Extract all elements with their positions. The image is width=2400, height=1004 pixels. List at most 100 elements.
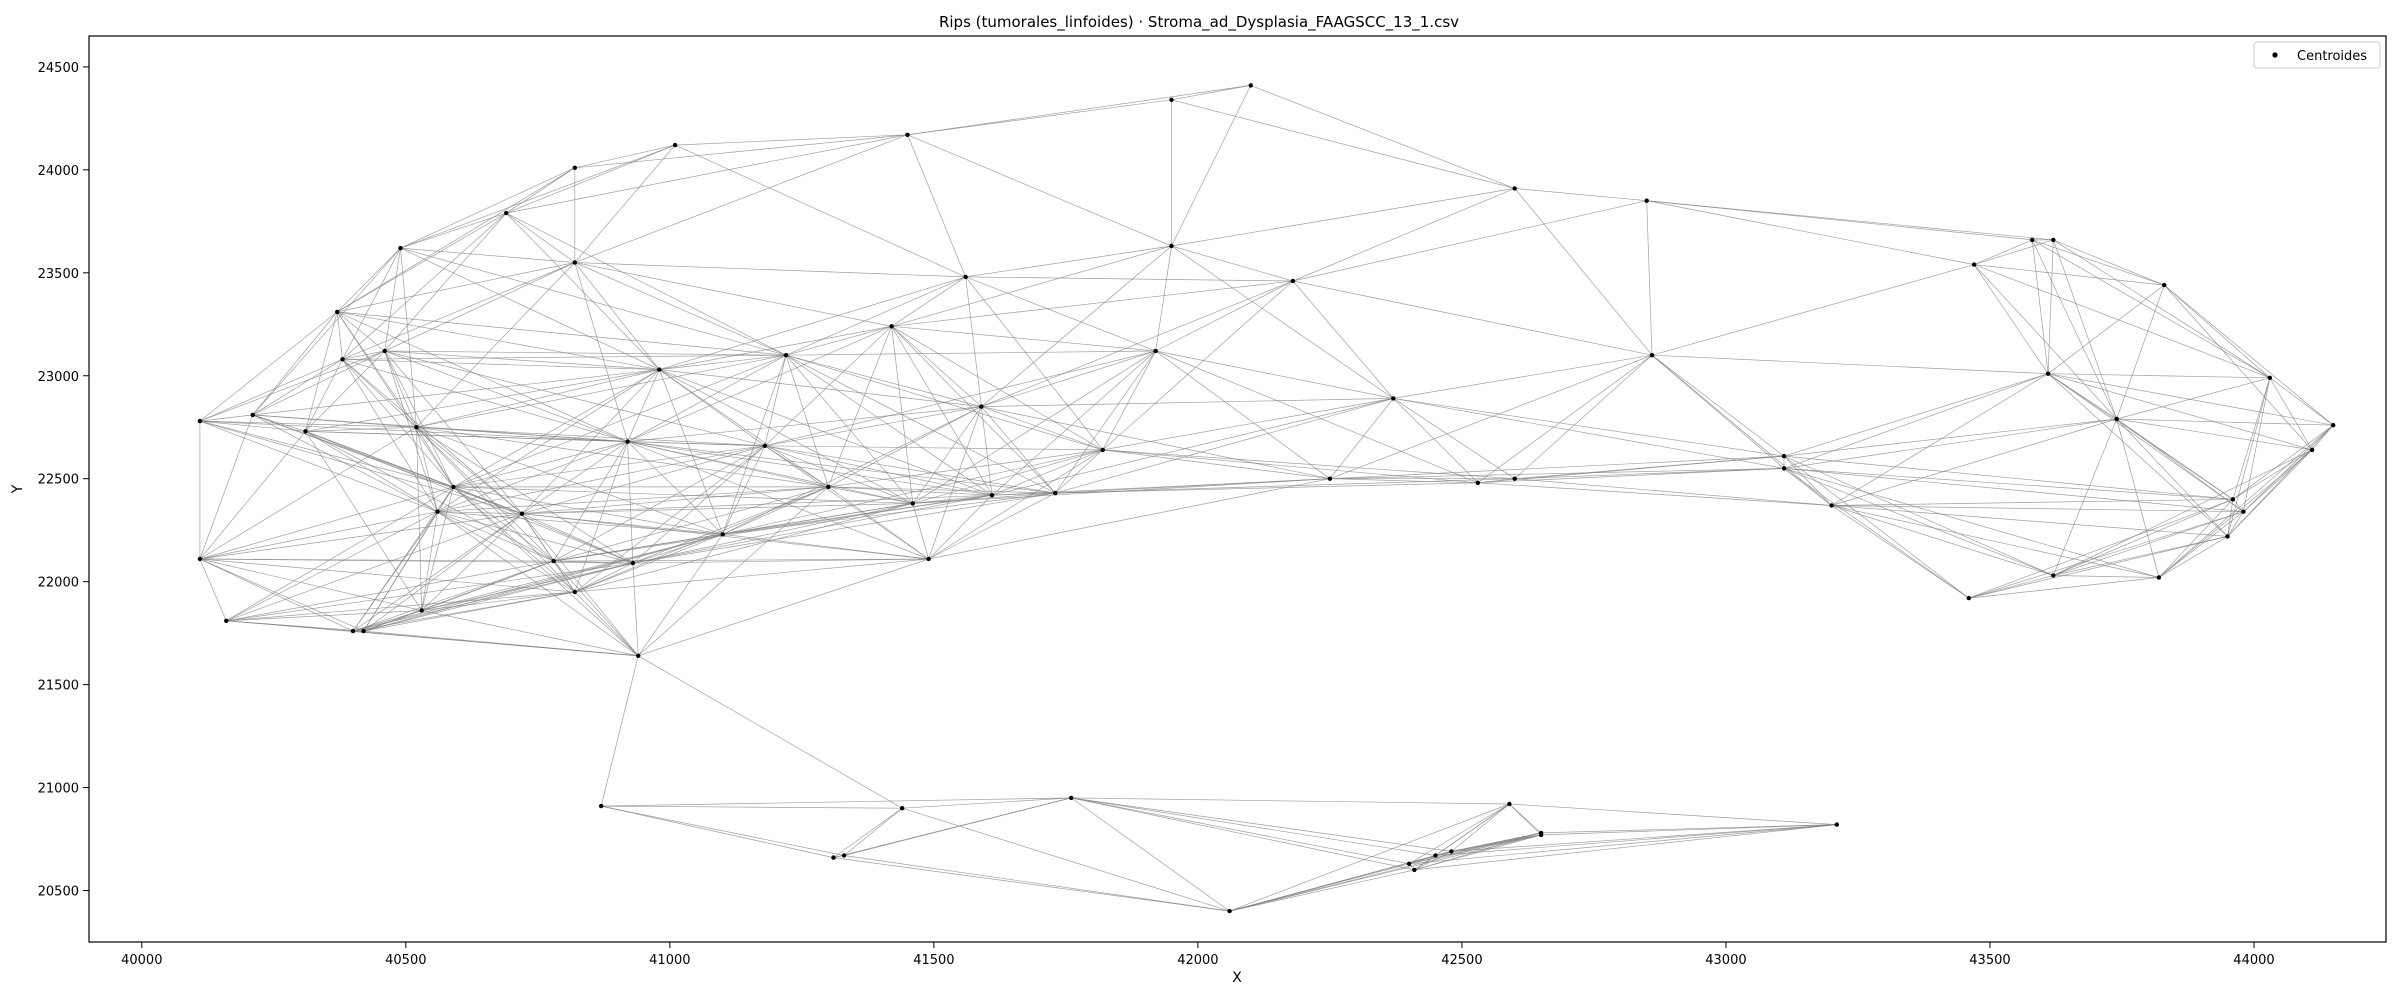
edge (199, 558, 227, 621)
edge (199, 558, 575, 593)
edge (902, 797, 1072, 809)
edge (891, 245, 1172, 327)
edge (1968, 577, 2159, 599)
edge (574, 445, 766, 593)
edge (659, 369, 993, 496)
y-ticks: 20500 21000 21500 22000 22500 23000 23500 24000… (38, 61, 89, 900)
edge (416, 262, 576, 428)
centroid-point (2051, 237, 2056, 243)
edge (1171, 188, 1515, 247)
edge (1968, 536, 2228, 599)
edge (659, 325, 892, 370)
centroid-point (1644, 198, 1649, 203)
edge (363, 513, 523, 632)
edge (342, 359, 454, 488)
edge (785, 354, 982, 407)
edge (574, 441, 628, 593)
edge (252, 359, 343, 416)
edge (453, 369, 660, 488)
edge (1292, 188, 1515, 282)
edge (965, 276, 1104, 451)
edge (1229, 869, 1415, 912)
edge (1646, 200, 2054, 241)
centroid-point (303, 429, 308, 434)
centroid-point (1475, 480, 1481, 485)
edge (553, 560, 639, 657)
edge (506, 134, 908, 214)
edge (2052, 239, 2118, 420)
edge (342, 359, 417, 428)
edge (1783, 468, 1832, 506)
edge (199, 311, 338, 422)
centroid-point (435, 509, 440, 514)
edge (991, 449, 1103, 496)
centroid-point (1971, 262, 1977, 267)
edge (912, 406, 982, 504)
edge (2053, 511, 2244, 576)
edge (601, 805, 903, 809)
centroid-point (572, 260, 577, 265)
edge (1393, 398, 1785, 457)
edge (722, 486, 829, 535)
edge (632, 445, 766, 564)
edge (1968, 498, 2234, 599)
edge (981, 406, 1103, 451)
edge (437, 369, 660, 512)
edge (421, 486, 454, 611)
edge (384, 350, 765, 447)
edge (453, 486, 576, 593)
y-tick-label: 21000 (38, 782, 79, 797)
edge (1409, 824, 1837, 865)
centroid-point (224, 618, 229, 623)
edge (421, 533, 723, 611)
edge (574, 134, 908, 169)
edge (912, 350, 1156, 504)
edge (1646, 200, 1653, 356)
edge (199, 420, 417, 428)
centroid-point (1153, 348, 1158, 354)
legend-box (2253, 41, 2381, 69)
edge (2243, 377, 2271, 512)
edge (1783, 468, 2054, 576)
edge (1651, 264, 1975, 356)
edge (199, 414, 254, 560)
edge (553, 445, 766, 562)
edge (252, 414, 306, 432)
edge (722, 355, 787, 535)
edge (833, 857, 1230, 912)
edge (553, 560, 576, 593)
edge (521, 503, 913, 515)
edge (1292, 200, 1647, 282)
edge (453, 486, 913, 504)
edge (912, 449, 1103, 504)
centroid-point (672, 142, 678, 148)
edge (828, 406, 982, 488)
centroid-point (1538, 832, 1544, 838)
edge (1393, 398, 1515, 479)
edge (1509, 803, 1542, 836)
edge (891, 326, 914, 504)
edge (965, 276, 1293, 282)
edge (199, 513, 523, 560)
x-tick-label: 42000 (1177, 953, 1218, 968)
edge (991, 398, 1394, 496)
y-tick-label: 22500 (38, 473, 79, 488)
edge (2032, 239, 2165, 286)
centroid-point (340, 357, 345, 362)
edge (305, 369, 660, 432)
edge (912, 494, 993, 504)
edge (553, 558, 929, 562)
edge (844, 797, 1072, 856)
edge (2232, 377, 2271, 500)
centroid-point (905, 132, 910, 137)
edge (764, 406, 982, 447)
edge (400, 212, 507, 249)
edge (2048, 373, 2270, 379)
edge (1155, 350, 1478, 484)
edge (674, 144, 966, 278)
x-tick-label: 43000 (1705, 953, 1746, 968)
edge (1783, 373, 2049, 457)
edge (785, 354, 914, 504)
edge (2053, 239, 2270, 379)
